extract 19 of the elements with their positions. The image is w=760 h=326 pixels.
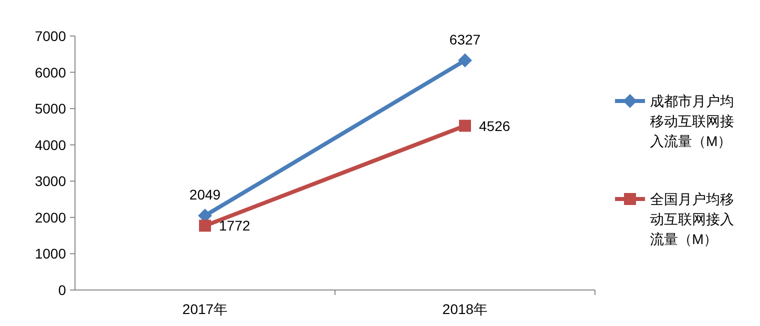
x-tick-label: 2018年 (442, 301, 488, 317)
x-tick-label: 2017年 (182, 301, 228, 317)
y-tick-label: 7000 (34, 28, 66, 44)
y-tick-label: 1000 (34, 246, 66, 262)
y-tick-label: 0 (58, 282, 66, 298)
point (199, 220, 211, 232)
point (458, 53, 472, 68)
legend-label: 成都市月户均移动互联网接入流量（M） (650, 93, 734, 149)
data-label: 6327 (449, 31, 481, 48)
point (459, 120, 471, 132)
data-label: 1772 (219, 218, 250, 234)
y-tick-label: 3000 (34, 173, 66, 190)
legend-label: 全国月户均移动互联网接入流量（M） (650, 191, 734, 247)
data-label: 4526 (479, 118, 510, 134)
y-tick-label: 5000 (34, 100, 66, 117)
data-label: 2049 (189, 186, 221, 203)
y-tick-label: 2000 (34, 209, 66, 226)
y-tick-label: 4000 (34, 136, 66, 153)
y-tick-label: 6000 (34, 64, 66, 80)
